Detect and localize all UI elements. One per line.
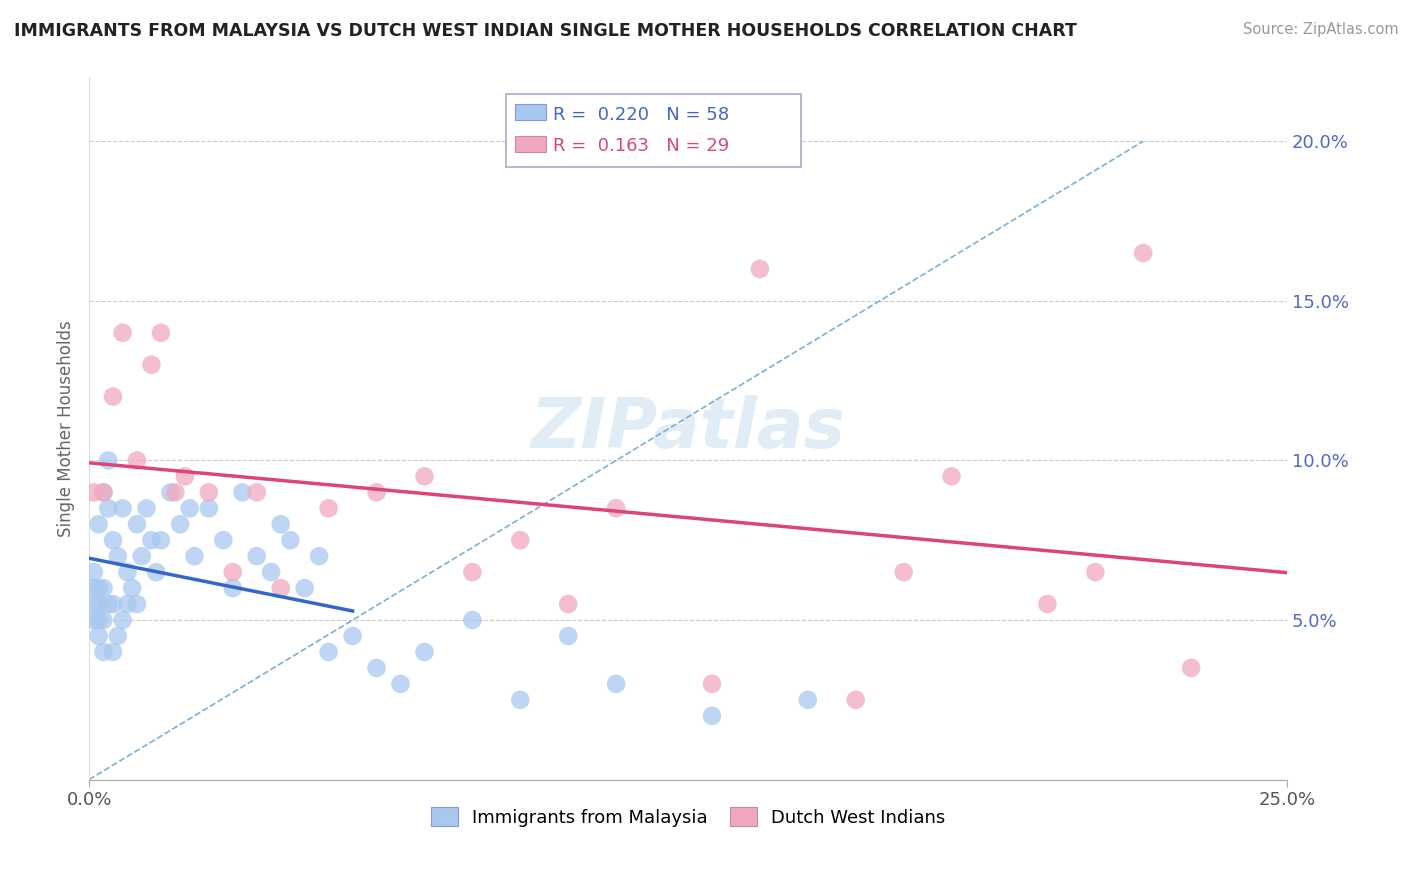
Point	[700, 677, 723, 691]
Point	[145, 565, 167, 579]
Point	[83, 581, 105, 595]
Point	[748, 262, 770, 277]
Point	[83, 485, 105, 500]
Point	[605, 501, 627, 516]
Point	[342, 629, 364, 643]
Point	[159, 485, 181, 500]
Point	[509, 693, 531, 707]
Point	[366, 485, 388, 500]
Point	[605, 677, 627, 691]
Point	[1036, 597, 1059, 611]
Point	[278, 533, 301, 548]
Point	[389, 677, 412, 691]
Point	[107, 629, 129, 643]
Point	[149, 533, 172, 548]
Point	[101, 533, 124, 548]
Point	[318, 501, 340, 516]
Point	[557, 629, 579, 643]
Point	[198, 485, 221, 500]
Point	[179, 501, 201, 516]
Point	[893, 565, 915, 579]
Point	[93, 485, 115, 500]
Text: IMMIGRANTS FROM MALAYSIA VS DUTCH WEST INDIAN SINGLE MOTHER HOUSEHOLDS CORRELATI: IMMIGRANTS FROM MALAYSIA VS DUTCH WEST I…	[14, 22, 1077, 40]
Text: R =  0.163   N = 29: R = 0.163 N = 29	[553, 137, 728, 155]
Point	[165, 485, 187, 500]
Point	[83, 597, 105, 611]
Point	[1132, 246, 1154, 260]
Point	[87, 517, 110, 532]
Point	[222, 565, 245, 579]
Point	[169, 517, 191, 532]
Point	[183, 549, 205, 564]
Text: Source: ZipAtlas.com: Source: ZipAtlas.com	[1243, 22, 1399, 37]
Point	[845, 693, 868, 707]
Point	[111, 326, 134, 340]
Point	[87, 629, 110, 643]
Point	[141, 358, 163, 372]
Point	[125, 517, 148, 532]
Point	[131, 549, 153, 564]
Point	[97, 453, 120, 467]
Point	[509, 533, 531, 548]
Point	[125, 453, 148, 467]
Point	[107, 549, 129, 564]
Point	[121, 581, 143, 595]
Point	[117, 565, 139, 579]
Point	[366, 661, 388, 675]
Point	[97, 501, 120, 516]
Point	[174, 469, 197, 483]
Point	[270, 517, 292, 532]
Point	[141, 533, 163, 548]
Point	[125, 597, 148, 611]
Text: ZIPatlas: ZIPatlas	[530, 395, 845, 462]
Point	[93, 581, 115, 595]
Point	[212, 533, 235, 548]
Point	[413, 645, 436, 659]
Point	[111, 613, 134, 627]
Point	[260, 565, 283, 579]
Point	[93, 613, 115, 627]
Text: R =  0.220   N = 58: R = 0.220 N = 58	[553, 106, 728, 124]
Point	[87, 581, 110, 595]
Point	[941, 469, 963, 483]
Point	[97, 597, 120, 611]
Point	[231, 485, 253, 500]
Point	[83, 565, 105, 579]
Y-axis label: Single Mother Households: Single Mother Households	[58, 320, 75, 537]
Point	[101, 390, 124, 404]
Legend: Immigrants from Malaysia, Dutch West Indians: Immigrants from Malaysia, Dutch West Ind…	[423, 800, 952, 834]
Point	[101, 597, 124, 611]
Point	[111, 501, 134, 516]
Point	[1180, 661, 1202, 675]
Point	[246, 485, 269, 500]
Point	[270, 581, 292, 595]
Point	[135, 501, 157, 516]
Point	[222, 581, 245, 595]
Point	[93, 645, 115, 659]
Point	[461, 565, 484, 579]
Point	[117, 597, 139, 611]
Point	[557, 597, 579, 611]
Point	[413, 469, 436, 483]
Point	[87, 613, 110, 627]
Point	[700, 708, 723, 723]
Point	[149, 326, 172, 340]
Point	[101, 645, 124, 659]
Point	[797, 693, 820, 707]
Point	[461, 613, 484, 627]
Point	[308, 549, 330, 564]
Point	[93, 485, 115, 500]
Point	[198, 501, 221, 516]
Point	[318, 645, 340, 659]
Point	[246, 549, 269, 564]
Point	[87, 597, 110, 611]
Point	[83, 613, 105, 627]
Point	[1084, 565, 1107, 579]
Point	[294, 581, 316, 595]
